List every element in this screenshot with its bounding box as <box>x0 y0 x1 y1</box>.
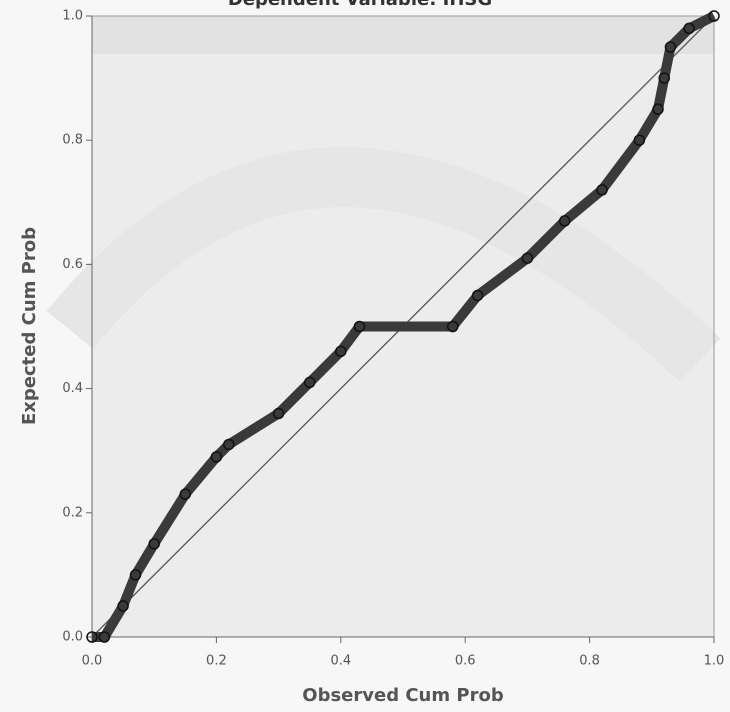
x-axis-title: Observed Cum Prob <box>302 685 504 706</box>
data-curve <box>92 11 717 642</box>
x-tick-label: 0.6 <box>455 654 476 669</box>
data-point <box>708 10 720 22</box>
plot-band <box>92 16 714 54</box>
watermark <box>46 147 721 382</box>
x-tick-label: 0.8 <box>579 654 600 669</box>
data-point <box>658 72 670 84</box>
data-point <box>335 345 347 358</box>
chart-title: Dependent Variable: IHSG <box>228 0 492 10</box>
y-tick-label: 0.8 <box>62 133 83 148</box>
data-point <box>148 538 160 550</box>
data-point <box>664 41 677 53</box>
data-point <box>353 320 366 333</box>
data-point <box>521 252 534 264</box>
data-point <box>86 631 98 643</box>
data-point <box>596 184 608 196</box>
data-point <box>223 438 235 451</box>
data-point <box>633 134 646 146</box>
y-tick-label: 1.0 <box>62 9 83 24</box>
data-point <box>683 22 695 35</box>
data-point <box>471 289 484 302</box>
data-point <box>117 600 129 612</box>
data-point <box>652 103 664 115</box>
y-axis-title: Expected Cum Prob <box>19 227 40 425</box>
y-tick-label: 0.6 <box>62 257 83 272</box>
data-point <box>303 376 316 389</box>
x-tick-label: 0.2 <box>206 654 227 669</box>
y-tick-label: 0.4 <box>62 381 83 396</box>
y-tick-label: 0.2 <box>62 505 83 520</box>
data-point <box>558 215 571 227</box>
data-point <box>272 407 285 420</box>
data-point <box>129 569 142 581</box>
x-tick-label: 1.0 <box>704 654 725 669</box>
data-point <box>98 631 111 643</box>
data-point <box>210 451 223 463</box>
data-point <box>447 320 459 333</box>
y-tick-label: 0.0 <box>62 630 83 645</box>
x-tick-label: 0.0 <box>82 654 103 669</box>
data-point <box>179 488 192 500</box>
x-tick-label: 0.4 <box>330 654 351 669</box>
